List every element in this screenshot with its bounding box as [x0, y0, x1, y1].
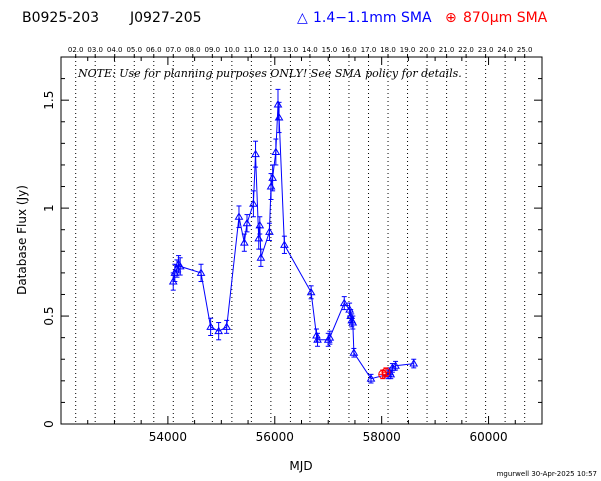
- year-gridlines: [75, 57, 526, 424]
- x-tick-label: 56000: [256, 430, 294, 444]
- data-point: [273, 100, 283, 108]
- data-point: [214, 326, 224, 335]
- data-point: [274, 112, 284, 121]
- data-point: [306, 287, 316, 296]
- top-year-axis: 02.0 03.0 04.0 05.0 06.0 07.0 08.0 09.0 10.0 11.0…: [68, 46, 533, 57]
- y-axis: 0 0.5 1 1.5: [42, 56, 542, 428]
- top-tick-label: 20.0: [419, 46, 435, 54]
- data-point: [409, 359, 419, 367]
- x-tick-label: 58000: [363, 430, 401, 444]
- top-tick-label: 06.0: [146, 46, 162, 54]
- data-point: [206, 322, 216, 330]
- data-point: [391, 361, 400, 369]
- legend-sma-symbol: △: [297, 10, 308, 26]
- data-point: [349, 348, 359, 356]
- data-point: [196, 268, 206, 276]
- data-point: [345, 305, 354, 313]
- data-point: [313, 335, 322, 343]
- top-tick-label: 19.0: [400, 46, 416, 54]
- top-tick-label: 14.0: [302, 46, 318, 54]
- data-point: [254, 233, 264, 242]
- data-series: [168, 88, 419, 384]
- y-tick-label: 0: [42, 420, 56, 428]
- y-tick-label: 0.5: [42, 307, 56, 326]
- series-sma-870um: [378, 367, 391, 380]
- top-tick-label: 11.0: [244, 46, 260, 54]
- plot-frame: [60, 56, 543, 425]
- legend-870-label: 870μm SMA: [463, 10, 548, 26]
- data-point: [280, 240, 289, 248]
- x-axis-title: MJD: [289, 459, 312, 473]
- legend-sma-label: 1.4−1.1mm SMA: [313, 10, 432, 26]
- source-name: B0925-203: [22, 10, 99, 26]
- data-point: [265, 227, 274, 235]
- alias-name: J0927-205: [129, 10, 202, 26]
- top-tick-label: 09.0: [205, 46, 221, 54]
- author-timestamp: mgurwell 30-Apr-2025 10:57: [497, 470, 597, 478]
- data-point: [386, 369, 396, 378]
- data-point: [387, 363, 397, 371]
- y-tick-label: 1.5: [42, 91, 56, 110]
- x-tick-label: 54000: [149, 430, 187, 444]
- top-tick-label: 03.0: [87, 46, 103, 54]
- data-point: [256, 253, 266, 261]
- data-point: [366, 374, 376, 382]
- top-tick-label: 25.0: [517, 46, 533, 54]
- top-tick-label: 18.0: [380, 46, 396, 54]
- legend-870-symbol: ⊕: [445, 10, 457, 26]
- x-tick-label: 60000: [469, 430, 507, 444]
- top-tick-label: 24.0: [497, 46, 513, 54]
- data-point: [339, 298, 349, 307]
- top-tick-label: 13.0: [283, 46, 299, 54]
- data-point: [348, 318, 358, 326]
- top-tick-label: 08.0: [185, 46, 201, 54]
- data-point: [268, 173, 278, 181]
- top-tick-label: 16.0: [341, 46, 357, 54]
- data-point: [239, 238, 249, 246]
- data-point: [381, 367, 391, 377]
- top-tick-label: 12.0: [263, 46, 279, 54]
- top-tick-label: 10.0: [224, 46, 240, 54]
- data-point: [325, 333, 335, 341]
- top-tick-label: 17.0: [361, 46, 377, 54]
- top-tick-label: 04.0: [107, 46, 123, 54]
- top-tick-label: 15.0: [322, 46, 338, 54]
- series-line: [172, 104, 414, 380]
- series-sma-1mm: [168, 88, 419, 384]
- top-tick-label: 07.0: [165, 46, 181, 54]
- top-tick-label: 05.0: [126, 46, 142, 54]
- data-point: [222, 322, 232, 330]
- top-tick-label: 23.0: [478, 46, 494, 54]
- top-tick-label: 22.0: [458, 46, 474, 54]
- data-point: [251, 149, 260, 158]
- planning-note: NOTE: Use for planning purposes ONLY! Se…: [77, 67, 462, 80]
- data-point: [271, 147, 281, 155]
- y-tick-label: 1: [42, 204, 56, 212]
- data-point: [242, 218, 252, 227]
- data-point: [175, 261, 185, 270]
- top-tick-label: 21.0: [439, 46, 455, 54]
- data-point: [249, 199, 258, 207]
- y-axis-title: Database Flux (Jy): [15, 185, 29, 295]
- top-tick-label: 02.0: [68, 46, 84, 54]
- data-point: [255, 220, 265, 229]
- x-axis: 54000 56000 58000 60000: [60, 57, 543, 444]
- data-point: [234, 212, 244, 220]
